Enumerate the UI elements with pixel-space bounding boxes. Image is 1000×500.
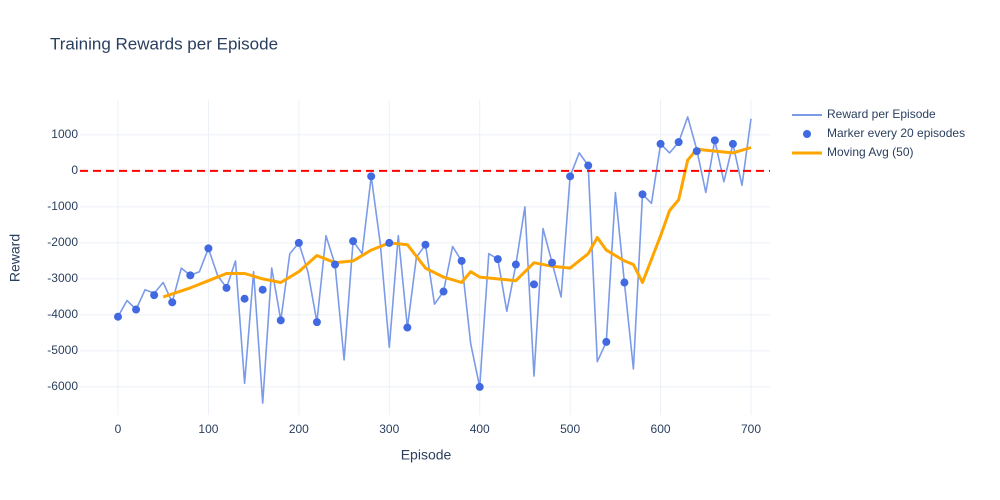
marker	[439, 287, 448, 296]
marker	[710, 136, 719, 145]
marker	[168, 298, 177, 307]
x-tick-label: 300	[379, 422, 399, 436]
y-tick-label: -4000	[47, 307, 78, 321]
marker	[240, 294, 249, 303]
marker	[113, 312, 122, 321]
marker	[638, 190, 647, 199]
marker	[331, 260, 340, 269]
legend-label: Marker every 20 episodes	[827, 126, 965, 140]
marker	[728, 139, 737, 148]
marker	[204, 244, 213, 253]
y-tick-label: -1000	[47, 199, 78, 213]
grid	[80, 100, 770, 415]
series-line	[117, 116, 752, 404]
x-tick-label: 500	[560, 422, 580, 436]
x-tick-label: 700	[741, 422, 761, 436]
marker	[294, 238, 303, 247]
marker	[584, 161, 593, 170]
marker	[222, 283, 231, 292]
marker	[186, 271, 195, 280]
marker	[493, 255, 502, 264]
legend: Reward per Episode Marker every 20 episod…	[792, 107, 965, 159]
x-tick-label: 400	[470, 422, 490, 436]
chart-title: Training Rewards per Episode	[50, 34, 278, 53]
x-axis-title: Episode	[401, 447, 452, 463]
y-tick-label: 1000	[51, 127, 78, 141]
marker	[457, 256, 466, 265]
marker	[421, 240, 430, 249]
marker	[529, 280, 538, 289]
x-tick-label: 0	[115, 422, 122, 436]
legend-label: Reward per Episode	[827, 107, 936, 121]
marker	[620, 278, 629, 287]
y-axis-title: Reward	[7, 234, 23, 282]
marker	[656, 139, 665, 148]
marker	[276, 316, 285, 325]
y-tick-label: -2000	[47, 235, 78, 249]
y-tick-label: -3000	[47, 271, 78, 285]
marker	[548, 258, 557, 267]
y-tick-label: -5000	[47, 343, 78, 357]
x-tick-label: 100	[198, 422, 218, 436]
marker	[602, 337, 611, 346]
marker	[403, 323, 412, 332]
y-tick-label: 0	[71, 163, 78, 177]
marker	[692, 147, 701, 156]
marker	[367, 172, 376, 181]
x-tick-label: 600	[651, 422, 671, 436]
marker	[511, 260, 520, 269]
marker	[385, 238, 394, 247]
marker	[312, 318, 321, 327]
marker	[475, 382, 484, 391]
x-tick-label: 200	[289, 422, 309, 436]
legend-symbol	[803, 130, 811, 138]
marker	[349, 237, 358, 246]
marker	[566, 172, 575, 181]
legend-label: Moving Avg (50)	[827, 145, 914, 159]
marker	[132, 305, 141, 314]
series-line	[162, 146, 752, 299]
marker	[150, 291, 159, 300]
marker	[258, 285, 267, 294]
y-tick-label: -6000	[47, 379, 78, 393]
marker	[674, 138, 683, 147]
